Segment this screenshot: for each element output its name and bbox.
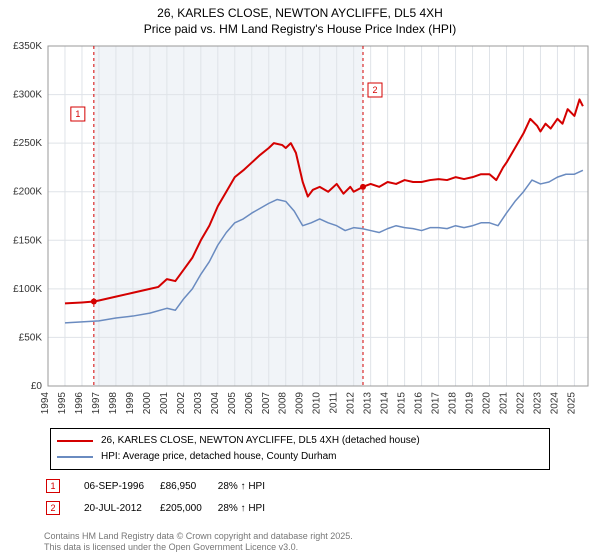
svg-text:2000: 2000 <box>142 392 153 415</box>
svg-text:1994: 1994 <box>40 392 51 415</box>
svg-text:£200K: £200K <box>13 187 42 198</box>
sale-date: 20-JUL-2012 <box>84 498 158 518</box>
svg-text:2021: 2021 <box>498 392 509 415</box>
sale-marker: 2 <box>46 498 82 518</box>
svg-text:2001: 2001 <box>159 392 170 415</box>
svg-text:2009: 2009 <box>295 392 306 415</box>
sale-date: 06-SEP-1996 <box>84 476 158 496</box>
legend-label: HPI: Average price, detached house, Coun… <box>101 449 337 465</box>
legend-label: 26, KARLES CLOSE, NEWTON AYCLIFFE, DL5 4… <box>101 433 420 449</box>
svg-text:£150K: £150K <box>13 235 42 246</box>
svg-text:£100K: £100K <box>13 284 42 295</box>
price-chart-svg: £0 £50K £100K £150K £200K £250K £300K £350K 1994… <box>0 40 600 420</box>
svg-text:£300K: £300K <box>13 90 42 101</box>
svg-text:2024: 2024 <box>549 392 560 415</box>
svg-text:2006: 2006 <box>244 392 255 415</box>
svg-text:2012: 2012 <box>346 392 357 415</box>
svg-text:2002: 2002 <box>176 392 187 415</box>
footer-attribution: Contains HM Land Registry data © Crown c… <box>44 531 353 554</box>
sale-price: £86,950 <box>160 476 216 496</box>
legend: 26, KARLES CLOSE, NEWTON AYCLIFFE, DL5 4… <box>50 428 550 470</box>
svg-text:2016: 2016 <box>414 392 425 415</box>
svg-text:2020: 2020 <box>482 392 493 415</box>
svg-text:2015: 2015 <box>397 392 408 415</box>
svg-text:2023: 2023 <box>532 392 543 415</box>
svg-text:2008: 2008 <box>278 392 289 415</box>
svg-text:1: 1 <box>75 109 80 119</box>
legend-item: HPI: Average price, detached house, Coun… <box>57 449 543 465</box>
svg-text:2004: 2004 <box>210 392 221 415</box>
legend-item: 26, KARLES CLOSE, NEWTON AYCLIFFE, DL5 4… <box>57 433 543 449</box>
svg-text:2007: 2007 <box>261 392 272 415</box>
sale-price: £205,000 <box>160 498 216 518</box>
svg-text:£50K: £50K <box>19 332 43 343</box>
title-subtitle: Price paid vs. HM Land Registry's House … <box>0 22 600 38</box>
svg-text:£0: £0 <box>31 381 43 392</box>
chart-title: 26, KARLES CLOSE, NEWTON AYCLIFFE, DL5 4… <box>0 0 600 37</box>
svg-text:1999: 1999 <box>125 392 136 415</box>
svg-text:2014: 2014 <box>380 392 391 415</box>
svg-text:2011: 2011 <box>329 392 340 414</box>
svg-text:1995: 1995 <box>57 392 68 415</box>
svg-text:1996: 1996 <box>74 392 85 415</box>
title-address: 26, KARLES CLOSE, NEWTON AYCLIFFE, DL5 4… <box>0 6 600 22</box>
footer-line1: Contains HM Land Registry data © Crown c… <box>44 531 353 543</box>
svg-text:1997: 1997 <box>91 392 102 415</box>
svg-text:2003: 2003 <box>193 392 204 415</box>
svg-text:2025: 2025 <box>566 392 577 415</box>
table-row: 220-JUL-2012£205,00028% ↑ HPI <box>46 498 279 518</box>
sale-delta: 28% ↑ HPI <box>218 476 279 496</box>
svg-text:2010: 2010 <box>312 392 323 415</box>
sale-delta: 28% ↑ HPI <box>218 498 279 518</box>
svg-text:2018: 2018 <box>448 392 459 415</box>
chart-area: £0 £50K £100K £150K £200K £250K £300K £350K 1994… <box>0 40 600 420</box>
svg-text:2017: 2017 <box>431 392 442 415</box>
svg-text:2013: 2013 <box>363 392 374 415</box>
svg-text:2: 2 <box>372 85 377 95</box>
svg-text:£350K: £350K <box>13 41 42 52</box>
sales-table: 106-SEP-1996£86,95028% ↑ HPI220-JUL-2012… <box>44 474 281 520</box>
svg-text:2005: 2005 <box>227 392 238 415</box>
svg-text:2022: 2022 <box>515 392 526 415</box>
sale-marker: 1 <box>46 476 82 496</box>
svg-text:1998: 1998 <box>108 392 119 415</box>
legend-swatch <box>57 456 93 458</box>
table-row: 106-SEP-1996£86,95028% ↑ HPI <box>46 476 279 496</box>
footer-line2: This data is licensed under the Open Gov… <box>44 542 353 554</box>
svg-text:2019: 2019 <box>465 392 476 415</box>
legend-swatch <box>57 440 93 442</box>
svg-text:£250K: £250K <box>13 138 42 149</box>
